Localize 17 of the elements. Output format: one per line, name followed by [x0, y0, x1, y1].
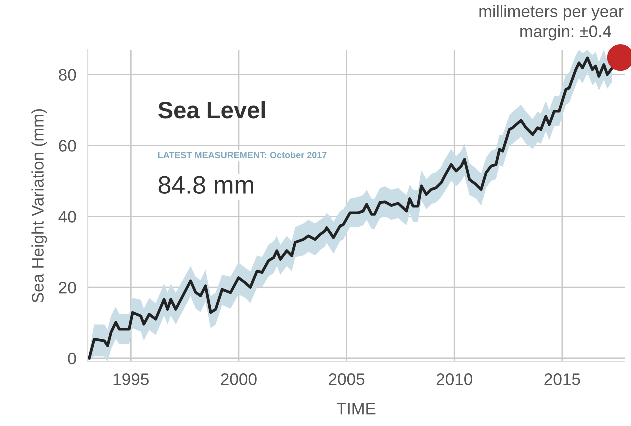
annotation: LATEST MEASUREMENT: October 2017 [158, 152, 327, 159]
text: margin: ±0.4 [520, 25, 612, 41]
x-tick-label: 2010 [436, 374, 473, 386]
y-tick-label: 20 [59, 282, 76, 294]
annotation: 84.8 mm [158, 176, 254, 194]
x-tick-label: 2005 [329, 374, 365, 386]
x-tick-label: 2000 [221, 374, 257, 386]
x-axis-title: TIME [336, 403, 376, 415]
y-tick-label: 0 [68, 352, 76, 365]
y-tick-label: 80 [59, 69, 76, 82]
y-tick-label: 40 [58, 211, 76, 223]
y-tick-label: 60 [59, 140, 76, 152]
text: millimeters per year [480, 5, 624, 21]
y-axis-title: Sea Height Variation (mm) [32, 109, 48, 303]
x-tick-label: 1995 [114, 374, 149, 386]
x-tick-label: 2015 [544, 374, 580, 386]
annotation: Sea Level [158, 101, 266, 119]
